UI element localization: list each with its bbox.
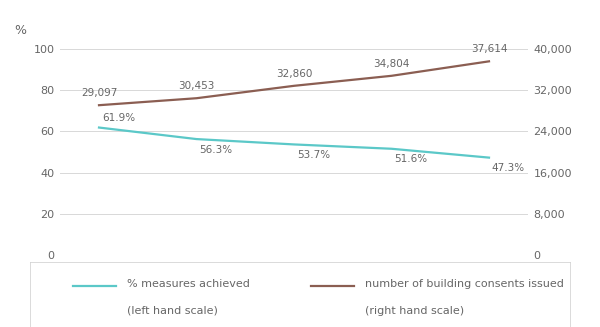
Text: 30,453: 30,453: [178, 81, 215, 91]
Text: % measures achieved: % measures achieved: [127, 280, 250, 289]
Text: (right hand scale): (right hand scale): [365, 306, 464, 316]
Text: 61.9%: 61.9%: [102, 113, 135, 123]
Text: number of building consents issued: number of building consents issued: [365, 280, 563, 289]
Text: (left hand scale): (left hand scale): [127, 306, 218, 316]
Text: 37,614: 37,614: [471, 44, 507, 54]
Text: 34,804: 34,804: [373, 59, 410, 69]
Text: 47.3%: 47.3%: [492, 163, 525, 173]
Text: %: %: [14, 24, 26, 37]
Text: 29,097: 29,097: [81, 88, 117, 98]
Text: 32,860: 32,860: [276, 69, 312, 79]
Text: 51.6%: 51.6%: [394, 154, 427, 164]
Text: 56.3%: 56.3%: [199, 145, 232, 155]
Text: 53.7%: 53.7%: [297, 150, 330, 160]
